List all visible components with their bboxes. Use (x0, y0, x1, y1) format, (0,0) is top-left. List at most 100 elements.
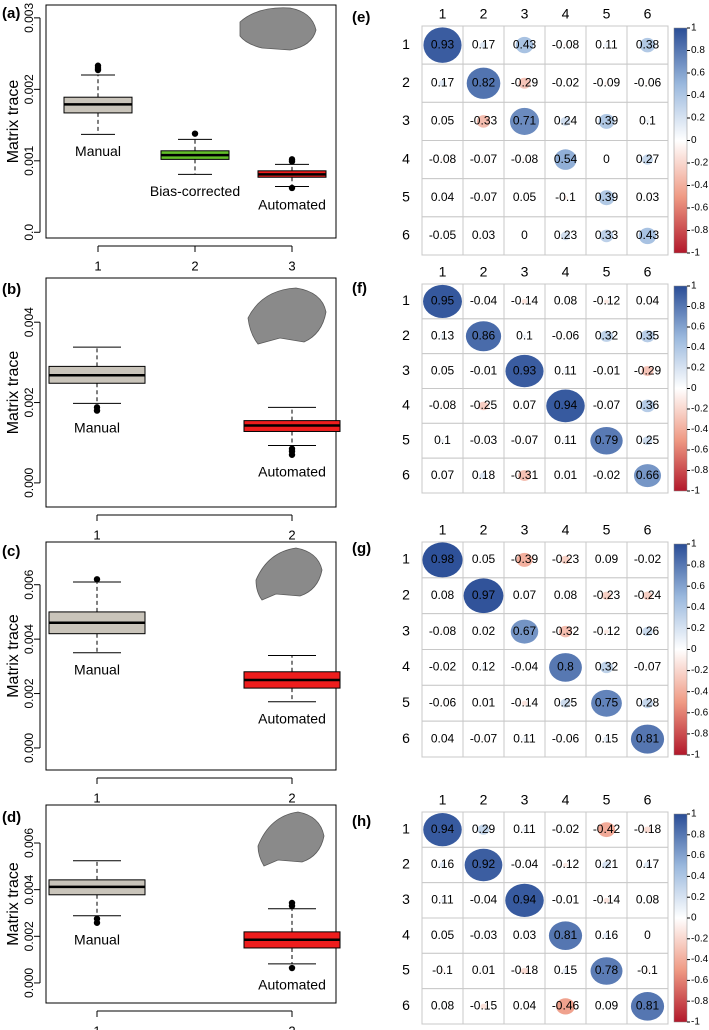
correlation-ellipse (478, 401, 489, 411)
correlation-ellipse (602, 861, 611, 869)
y-tick-label: 0.002 (22, 74, 36, 104)
correlation-value: 0.08 (431, 999, 455, 1013)
colorbar-tick-label: -0.6 (691, 975, 709, 986)
correlation-ellipse (644, 861, 651, 869)
correlation-ellipse (423, 27, 462, 63)
correlation-ellipse (641, 366, 654, 377)
correlation-ellipse (558, 625, 573, 638)
correlation-value: -0.04 (470, 294, 498, 308)
y-axis-label: Matrix trace (5, 80, 22, 164)
correlation-value: -0.06 (429, 695, 457, 709)
correlation-value: 0.01 (472, 695, 496, 709)
correlation-value: -0.07 (470, 731, 498, 745)
colorbar-tick-label: 1 (691, 539, 697, 550)
correlation-value: -0.02 (593, 468, 621, 482)
colorbar-tick-label: 0 (691, 135, 697, 146)
correlation-ellipse (590, 426, 623, 455)
y-tick-label: 0.001 (22, 145, 36, 175)
correlation-ellipse (466, 67, 501, 99)
correlation-ellipse (563, 594, 568, 598)
correlation-value: 0.08 (554, 294, 578, 308)
box-label: Manual (74, 419, 120, 435)
correlation-value: -0.42 (593, 822, 621, 836)
correlation-ellipse (482, 440, 485, 442)
colorbar-tick-label: -1 (691, 486, 700, 497)
y-axis-label: Matrix trace (5, 862, 22, 946)
colorbar-tick-label: -0.2 (691, 404, 709, 415)
correlation-ellipse (606, 475, 607, 476)
correlation-ellipse (560, 698, 571, 708)
column-label: 1 (439, 264, 447, 280)
correlation-value: -0.02 (552, 75, 580, 89)
x-tick-label: 1 (94, 258, 101, 273)
correlation-ellipse (479, 472, 488, 479)
correlation-value: -0.02 (634, 552, 662, 566)
correlation-value: -0.08 (429, 152, 457, 166)
correlation-value: -0.12 (593, 294, 621, 308)
correlation-ellipse (439, 80, 446, 87)
colorbar (673, 543, 688, 756)
correlation-value: 0.05 (431, 363, 455, 377)
correlation-ellipse (630, 992, 665, 1021)
correlation-value: 0.81 (554, 928, 578, 942)
y-tick-label: 0.004 (22, 874, 36, 904)
correlation-value: -0.03 (470, 433, 498, 447)
colorbar-tick-label: 0.4 (691, 871, 705, 882)
outlier (288, 184, 296, 192)
cell (585, 140, 628, 180)
correlation-ellipse (646, 666, 649, 669)
correlation-ellipse (639, 37, 656, 53)
correlation-value: 0.67 (513, 624, 537, 638)
correlation-ellipse (482, 196, 485, 200)
colorbar-tick-label: -0.4 (691, 954, 709, 965)
correlation-ellipse (441, 738, 444, 740)
correlation-value: -0.05 (429, 228, 457, 242)
correlation-value: 0.26 (636, 624, 660, 638)
row-label: 5 (402, 431, 410, 447)
correlation-ellipse (439, 333, 446, 339)
row-label: 1 (402, 36, 410, 52)
correlation-ellipse (603, 897, 610, 903)
correlation-ellipse (633, 464, 662, 488)
correlation-value: -0.23 (593, 588, 621, 602)
correlation-value: 0.8 (557, 660, 574, 674)
correlation-value: -0.31 (511, 468, 539, 482)
plot-frame (45, 4, 337, 239)
colorbar-tick-label: -0.8 (691, 996, 709, 1007)
row-label: 1 (402, 292, 410, 308)
correlation-value: 0.07 (513, 398, 537, 412)
colorbar-tick-label: -0.4 (691, 180, 709, 191)
x-tick-label: 1 (93, 1023, 100, 1030)
correlation-value: 0.27 (636, 152, 660, 166)
correlation-value: -0.12 (552, 857, 580, 871)
correlation-ellipse (646, 82, 649, 85)
colorbar-tick-label: 0.6 (691, 68, 705, 79)
correlation-ellipse (441, 474, 444, 477)
correlation-ellipse (641, 154, 654, 165)
correlation-ellipse (482, 300, 485, 303)
correlation-ellipse (477, 824, 490, 835)
correlation-value: -0.23 (552, 552, 580, 566)
colorbar-tick-label: 0.6 (691, 850, 705, 861)
colorbar-tick-label: -0.4 (691, 686, 709, 697)
correlation-value: 0.78 (595, 963, 619, 977)
correlation-value: 0.02 (472, 624, 496, 638)
correlation-value: -0.1 (555, 190, 576, 204)
correlation-value: 0.05 (431, 114, 455, 128)
correlation-value: 0.43 (513, 37, 537, 51)
colorbar-tick-label: -0.8 (691, 465, 709, 476)
correlation-value: 0.32 (595, 660, 619, 674)
colorbar-tick-label: -1 (691, 248, 700, 259)
colorbar-tick-label: -0.6 (691, 203, 709, 214)
correlation-value: -0.06 (552, 731, 580, 745)
column-label: 3 (521, 792, 529, 808)
correlation-ellipse (463, 578, 504, 614)
correlation-value: 0.39 (595, 190, 619, 204)
correlation-value: -0.08 (429, 398, 457, 412)
cell (462, 684, 505, 722)
correlation-value: 0.17 (431, 75, 455, 89)
x-tick-label: 2 (288, 1023, 295, 1030)
correlation-ellipse (441, 234, 444, 237)
correlation-value: 0.16 (595, 928, 619, 942)
correlation-value: 0.17 (472, 37, 496, 51)
